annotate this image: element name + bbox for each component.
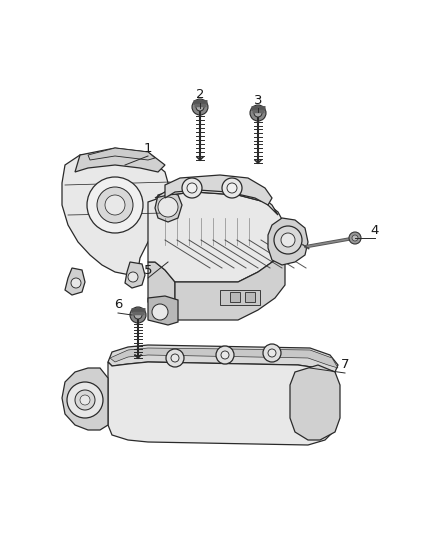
Polygon shape bbox=[110, 348, 338, 368]
Circle shape bbox=[222, 178, 242, 198]
Polygon shape bbox=[148, 192, 285, 282]
Circle shape bbox=[268, 349, 276, 357]
Polygon shape bbox=[148, 296, 178, 325]
Polygon shape bbox=[245, 292, 255, 302]
Polygon shape bbox=[155, 192, 182, 222]
Polygon shape bbox=[290, 365, 340, 440]
Text: 7: 7 bbox=[341, 359, 349, 372]
Circle shape bbox=[67, 382, 103, 418]
Circle shape bbox=[171, 354, 179, 362]
Circle shape bbox=[250, 105, 266, 121]
Circle shape bbox=[75, 390, 95, 410]
Polygon shape bbox=[230, 292, 240, 302]
Circle shape bbox=[263, 344, 281, 362]
Text: 1: 1 bbox=[144, 141, 152, 155]
Circle shape bbox=[227, 183, 237, 193]
Polygon shape bbox=[125, 262, 145, 288]
Circle shape bbox=[87, 177, 143, 233]
Circle shape bbox=[349, 232, 361, 244]
Circle shape bbox=[221, 351, 229, 359]
Circle shape bbox=[130, 307, 146, 323]
Circle shape bbox=[158, 197, 178, 217]
Text: 2: 2 bbox=[196, 88, 204, 101]
Circle shape bbox=[152, 304, 168, 320]
Text: 6: 6 bbox=[114, 298, 122, 311]
Polygon shape bbox=[108, 362, 335, 445]
Circle shape bbox=[274, 226, 302, 254]
Circle shape bbox=[352, 235, 358, 241]
Polygon shape bbox=[268, 218, 308, 265]
Polygon shape bbox=[175, 248, 285, 320]
Circle shape bbox=[71, 278, 81, 288]
Circle shape bbox=[80, 395, 90, 405]
Circle shape bbox=[281, 233, 295, 247]
Text: 4: 4 bbox=[371, 223, 379, 237]
Circle shape bbox=[182, 178, 202, 198]
Polygon shape bbox=[220, 290, 260, 305]
Polygon shape bbox=[65, 268, 85, 295]
Text: 3: 3 bbox=[254, 93, 262, 107]
Text: 5: 5 bbox=[144, 263, 152, 277]
Circle shape bbox=[196, 103, 204, 111]
Circle shape bbox=[216, 346, 234, 364]
Circle shape bbox=[128, 272, 138, 282]
Circle shape bbox=[187, 183, 197, 193]
Circle shape bbox=[166, 349, 184, 367]
Polygon shape bbox=[155, 185, 278, 215]
Polygon shape bbox=[75, 148, 165, 172]
Polygon shape bbox=[108, 345, 338, 372]
Polygon shape bbox=[165, 175, 272, 205]
Polygon shape bbox=[62, 368, 108, 430]
Circle shape bbox=[192, 99, 208, 115]
Polygon shape bbox=[88, 148, 155, 160]
Circle shape bbox=[105, 195, 125, 215]
Circle shape bbox=[97, 187, 133, 223]
Circle shape bbox=[254, 109, 262, 117]
Polygon shape bbox=[148, 262, 175, 322]
Polygon shape bbox=[62, 152, 170, 275]
Circle shape bbox=[134, 311, 142, 319]
